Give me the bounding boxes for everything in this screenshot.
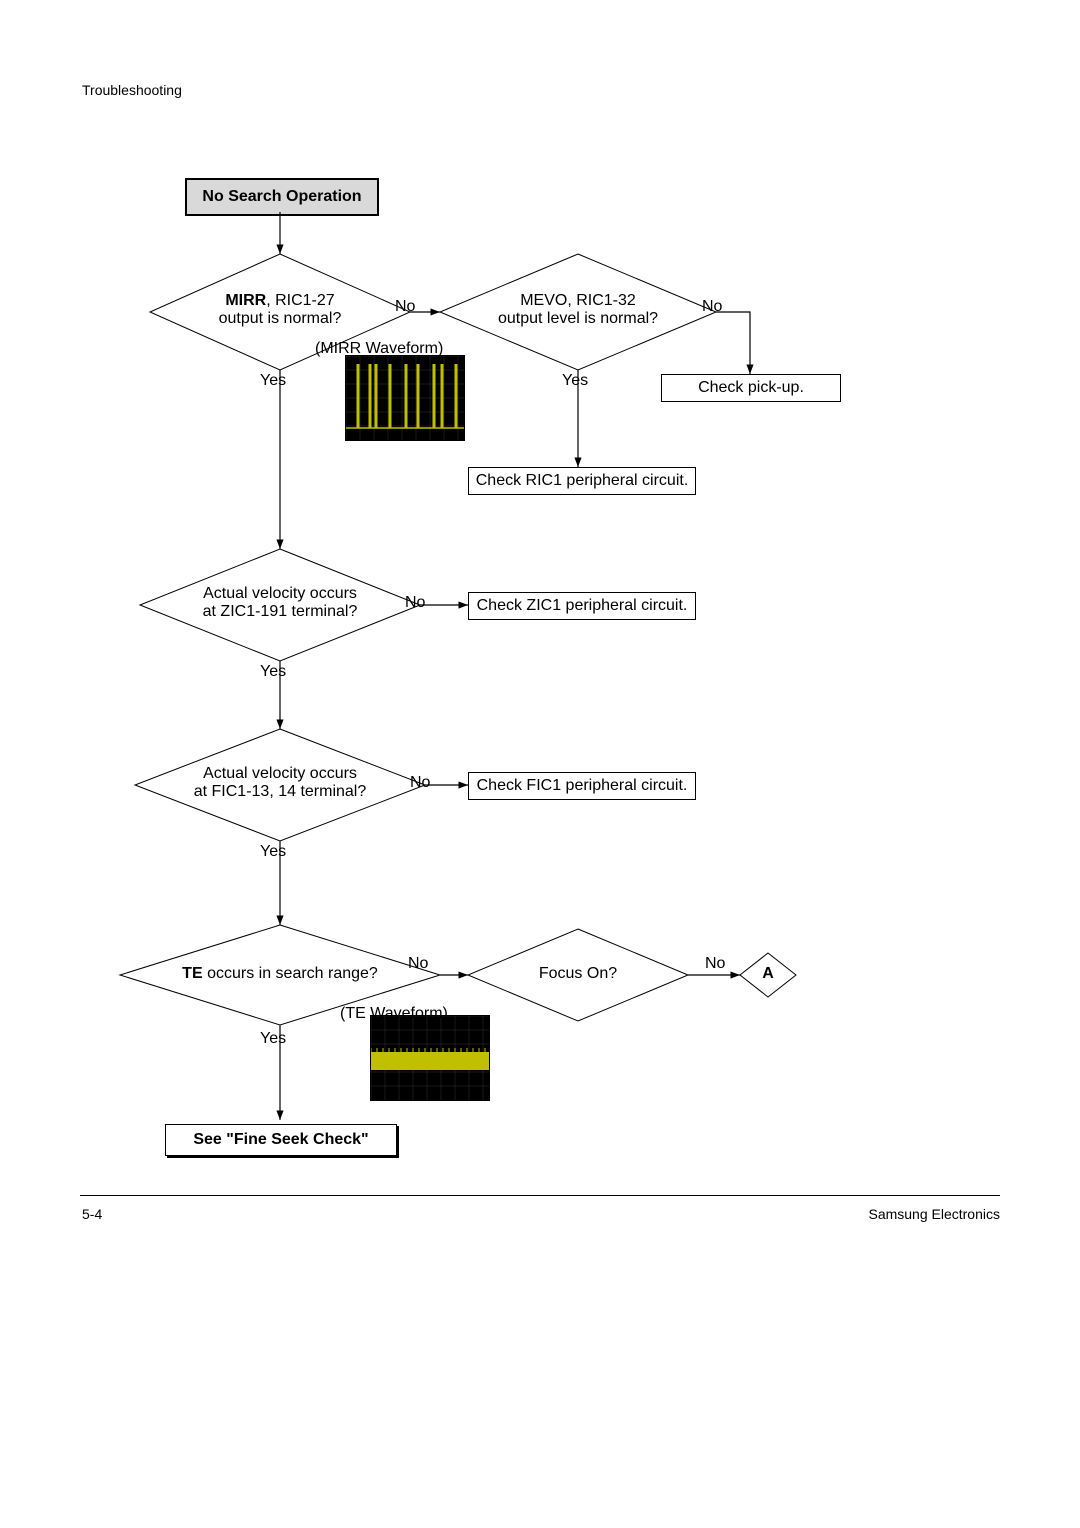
diamond-te-text: TE occurs in search range? — [150, 965, 410, 983]
caption-te-waveform: (TE Waveform) — [340, 1005, 448, 1023]
diamond-mirr-text: MIRR, RIC1-27output is normal? — [180, 292, 380, 328]
edge-label-d1_no: No — [395, 298, 415, 316]
edge-label-d4_yes: Yes — [260, 843, 286, 861]
flow-overlay — [0, 0, 1080, 1528]
footer-company: Samsung Electronics — [868, 1206, 1000, 1222]
edge-label-d3_no: No — [405, 594, 425, 612]
edge-label-d3_yes: Yes — [260, 663, 286, 681]
edge-label-d5_yes: Yes — [260, 1030, 286, 1048]
diamond-focus-text: Focus On? — [498, 965, 658, 983]
edge-label-d2_yes: Yes — [562, 372, 588, 390]
edge-label-d1_yes: Yes — [260, 372, 286, 390]
edge-label-d2_no: No — [702, 298, 722, 316]
edge-label-d4_no: No — [410, 774, 430, 792]
edge-label-d6_no: No — [705, 955, 725, 973]
caption-mirr-waveform: (MIRR Waveform) — [315, 340, 443, 358]
edge-label-d5_no: No — [408, 955, 428, 973]
footer-page-number: 5-4 — [82, 1206, 102, 1222]
diamond-fic1-text: Actual velocity occursat FIC1-13, 14 ter… — [165, 765, 395, 801]
diamond-mevo-text: MEVO, RIC1-32output level is normal? — [468, 292, 688, 328]
connector-a-text: A — [748, 965, 788, 983]
diamond-zic1-text: Actual velocity occursat ZIC1-191 termin… — [170, 585, 390, 621]
footer-rule — [80, 1195, 1000, 1196]
